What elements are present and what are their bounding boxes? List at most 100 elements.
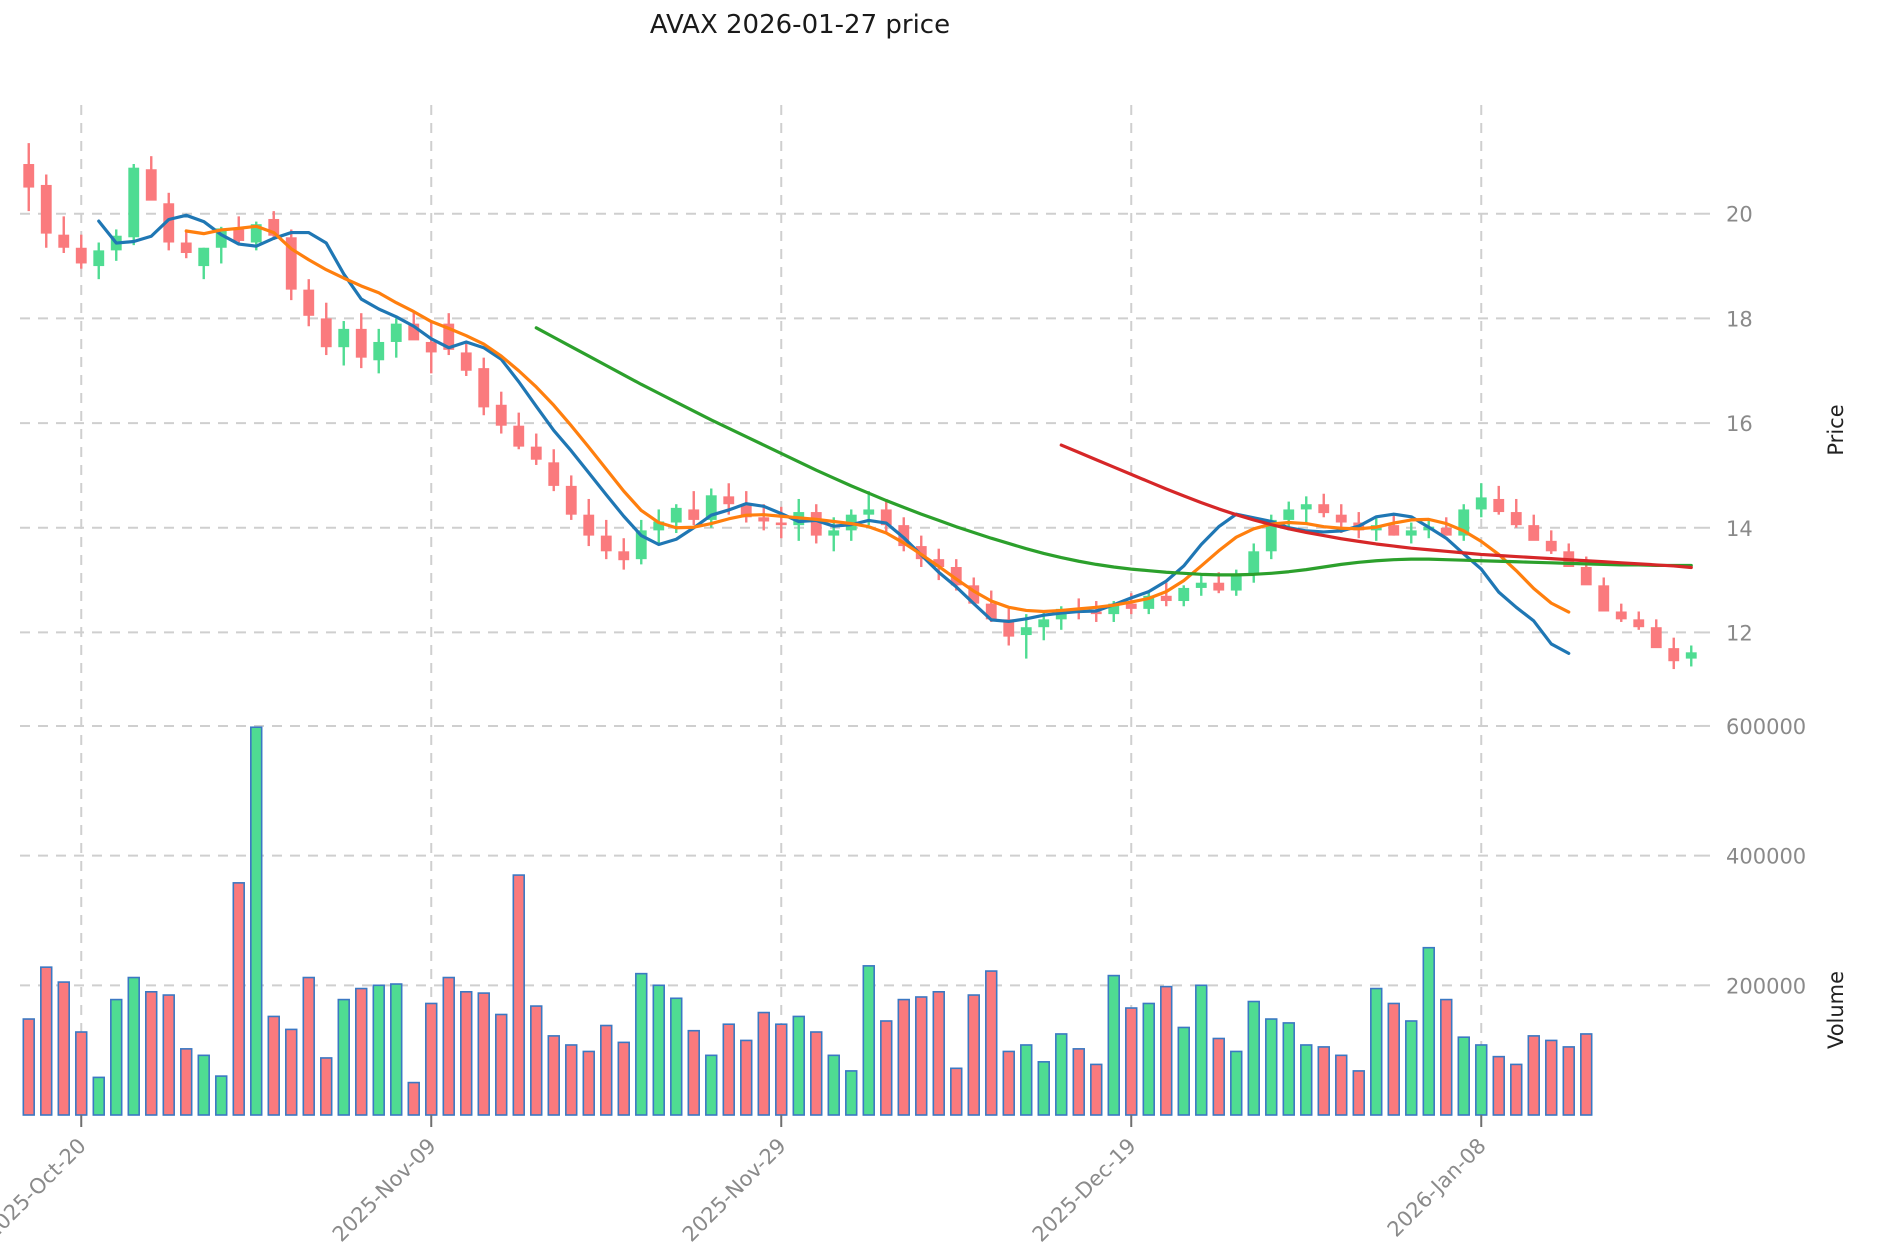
volume-bar [40,966,53,1116]
volume-bar [1142,1002,1155,1116]
candle-body [1440,527,1452,536]
volume-bar [1387,1002,1400,1116]
candle-body [93,250,105,267]
volume-bar [302,976,315,1116]
volume-bar [967,994,980,1116]
volume-bar [477,992,490,1116]
volume-bar [1160,985,1173,1116]
candle-body [828,530,840,536]
candle-body [1108,603,1120,615]
candle-body [1248,551,1260,575]
volume-bar [1247,1000,1260,1116]
candle-body [1003,619,1015,637]
candle-body [58,234,70,248]
volume-bar [1457,1036,1470,1116]
volume-bar [1212,1037,1225,1116]
candle-body [495,404,507,426]
volume-bar [57,981,70,1116]
moving-average-lines [97,213,1693,655]
volume-bar [1475,1044,1488,1116]
volume-tick-label: 400000 [1726,845,1806,869]
volume-bar [1195,984,1208,1116]
volume-bar [1002,1050,1015,1116]
volume-bar [250,726,263,1116]
volume-bar [722,1023,735,1116]
volume-tick-label: 600000 [1726,715,1806,739]
volume-bars [22,726,1593,1116]
candle-body [565,485,577,515]
volume-bar [267,1015,280,1116]
candle-body [1598,585,1610,612]
volume-bar [145,990,158,1116]
candle-body [635,530,647,560]
volume-bar [1282,1022,1295,1116]
volume-bar [880,1020,893,1116]
volume-bar [1510,1063,1523,1116]
candle-body [303,289,315,316]
volume-bar [845,1070,858,1116]
candle-body [740,504,752,518]
candle-body [285,237,297,290]
candle-body [1405,530,1417,536]
volume-bar [635,972,648,1116]
volume-bar [390,983,403,1116]
volume-bar [495,1013,508,1116]
volume-bar [1317,1046,1330,1116]
volume-bar [92,1076,105,1116]
candle-body [1685,652,1697,659]
volume-bar [407,1081,420,1116]
volume-bar [1440,998,1453,1116]
candle-body [128,167,140,238]
volume-bar [740,1039,753,1116]
volume-bar [320,1057,333,1116]
ma-line-ma30 [534,326,1693,577]
candle-body [758,517,770,522]
volume-bar [197,1054,210,1116]
volume-bar [180,1048,193,1116]
volume-bar [1335,1054,1348,1116]
candle-body [1510,512,1522,526]
candle-body [40,184,52,234]
volume-bar [617,1041,630,1116]
candle-body [688,509,700,520]
candle-body [600,535,612,552]
volume-bar [600,1024,613,1116]
volume-bar [1545,1039,1558,1116]
candle-body [723,496,735,505]
volume-bar [775,1023,788,1116]
ma-line-ma5 [97,213,1571,655]
page-title: AVAX 2026-01-27 price [650,10,950,40]
axis-ticks [80,212,1714,1127]
candle-body [1090,611,1102,615]
volume-bar [915,996,928,1116]
candle-body [583,514,595,536]
candle-body [950,567,962,586]
gridlines [20,105,1700,1115]
volume-bar [442,976,455,1116]
candle-body [1020,627,1032,636]
candle-body [933,559,945,568]
candle-body [1580,567,1592,586]
ma-line-ma60 [1059,443,1693,570]
candle-body [653,521,665,531]
volume-bar [425,1002,438,1116]
volume-bar [862,965,875,1116]
price-tick-label: 18 [1726,307,1753,331]
volume-bar [1125,1007,1138,1116]
price-tick-label: 20 [1726,203,1753,227]
candle-body [1125,603,1137,609]
volume-bar [372,984,385,1116]
candle-body [1230,574,1242,591]
volume-bar [512,874,525,1116]
volume-axis-title: Volume [1824,971,1848,1049]
volume-bar [687,1029,700,1116]
volume-bar [22,1018,35,1116]
volume-bar [1072,1048,1085,1116]
candle-body [215,228,227,248]
candle-body [443,323,455,350]
candle-body [1335,514,1347,523]
volume-bar [460,990,473,1116]
volume-bar [1177,1026,1190,1116]
candle-body [1318,504,1330,514]
